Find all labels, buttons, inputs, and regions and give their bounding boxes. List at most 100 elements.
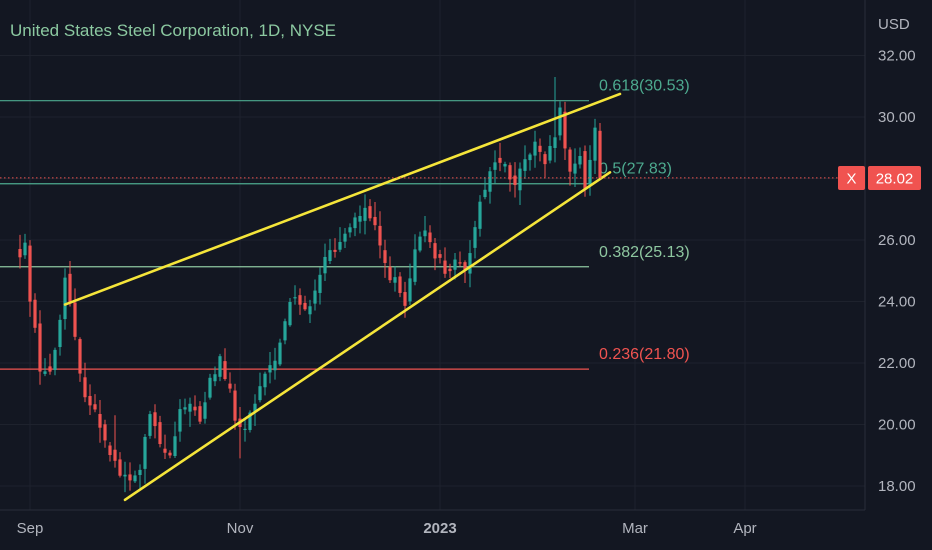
candle-body (578, 155, 582, 165)
candle-body (73, 302, 77, 337)
candle-body (273, 360, 277, 371)
candle-body (583, 151, 587, 190)
candle-body (203, 402, 207, 419)
candle-body (338, 241, 342, 250)
candle-body (68, 273, 72, 302)
candle-body (148, 414, 152, 436)
candle-body (303, 302, 307, 310)
candle-body (168, 452, 172, 456)
candle-body (313, 290, 317, 304)
trendline-lower (123, 171, 612, 502)
candle-body (218, 356, 222, 377)
candle-body (308, 306, 312, 315)
candles (18, 77, 602, 493)
candle-body (293, 297, 297, 299)
candle-body (178, 409, 182, 432)
candle-body (508, 165, 512, 180)
candle-body (78, 339, 82, 374)
candle-body (93, 404, 97, 410)
candle-body (333, 249, 337, 252)
candle-body (173, 436, 177, 457)
candle-body (263, 373, 267, 388)
candle-body (463, 262, 467, 271)
y-tick-label: 18.00 (878, 478, 916, 495)
currency-label: USD (878, 16, 910, 33)
candle-body (538, 145, 542, 152)
x-tick-label: 2023 (423, 520, 456, 537)
candle-body (553, 137, 557, 148)
candle-body (323, 256, 327, 274)
candle-body (83, 377, 87, 398)
candle-body (228, 383, 232, 389)
candle-body (523, 159, 527, 171)
candle-body (413, 249, 417, 282)
candle-body (393, 277, 397, 283)
x-tick-label: Nov (227, 520, 254, 537)
y-tick-label: 26.00 (878, 232, 916, 249)
candle-body (528, 154, 532, 161)
candle-body (318, 274, 322, 293)
candle-body (283, 321, 287, 341)
y-tick-label: 22.00 (878, 355, 916, 372)
candle-body (198, 406, 202, 422)
candle-body (558, 107, 562, 136)
candle-body (328, 250, 332, 262)
current-price-tag[interactable]: X 28.02 (838, 166, 921, 190)
candle-body (498, 157, 502, 163)
candle-body (493, 162, 497, 170)
price-badge (868, 166, 921, 190)
candle-body (213, 374, 217, 382)
candle-body (378, 225, 382, 246)
fib-label-0.382: 0.382(25.13) (599, 244, 690, 261)
candle-body (398, 276, 402, 293)
candle-body (18, 249, 22, 258)
candle-body (128, 474, 132, 481)
candle-body (153, 412, 157, 427)
candle-body (63, 277, 67, 320)
candle-body (38, 323, 42, 372)
candle-body (453, 259, 457, 270)
candle-body (223, 361, 227, 380)
chart-title: United States Steel Corporation, 1D, NYS… (10, 21, 336, 40)
candle-body (368, 206, 372, 219)
candle-body (598, 130, 602, 178)
candle-body (438, 254, 442, 258)
candle-body (28, 245, 32, 302)
candle-body (88, 396, 92, 406)
fib-label-0.5: 0.5(27.83) (599, 161, 672, 178)
candle-body (113, 449, 117, 461)
trendlines (63, 92, 622, 502)
candle-body (108, 445, 112, 456)
candle-body (183, 407, 187, 410)
y-tick-label: 20.00 (878, 417, 916, 434)
candle-body (513, 175, 517, 186)
candle-body (343, 233, 347, 242)
candle-body (98, 414, 102, 428)
candle-body (543, 154, 547, 165)
candle-body (158, 422, 162, 445)
candle-body (233, 390, 237, 421)
candle-body (253, 403, 257, 412)
candle-body (138, 469, 142, 475)
candle-body (268, 365, 272, 373)
candle-body (358, 216, 362, 222)
x-tick-label: Mar (622, 520, 648, 537)
candle-body (418, 236, 422, 251)
axes: USD 18.0020.0022.0024.0026.0028.0030.003… (0, 0, 916, 537)
candle-body (43, 371, 47, 374)
candle-body (423, 230, 427, 237)
candle-body (48, 366, 52, 372)
candle-body (588, 159, 592, 185)
candle-body (478, 201, 482, 229)
candle-body (408, 278, 412, 302)
candle-body (488, 171, 492, 192)
candle-body (468, 253, 472, 274)
price-badge-label: 28.02 (876, 171, 914, 188)
candle-body (188, 403, 192, 412)
candle-body (118, 459, 122, 476)
candle-body (593, 127, 597, 161)
candle-body (518, 168, 522, 191)
candle-body (563, 111, 567, 149)
